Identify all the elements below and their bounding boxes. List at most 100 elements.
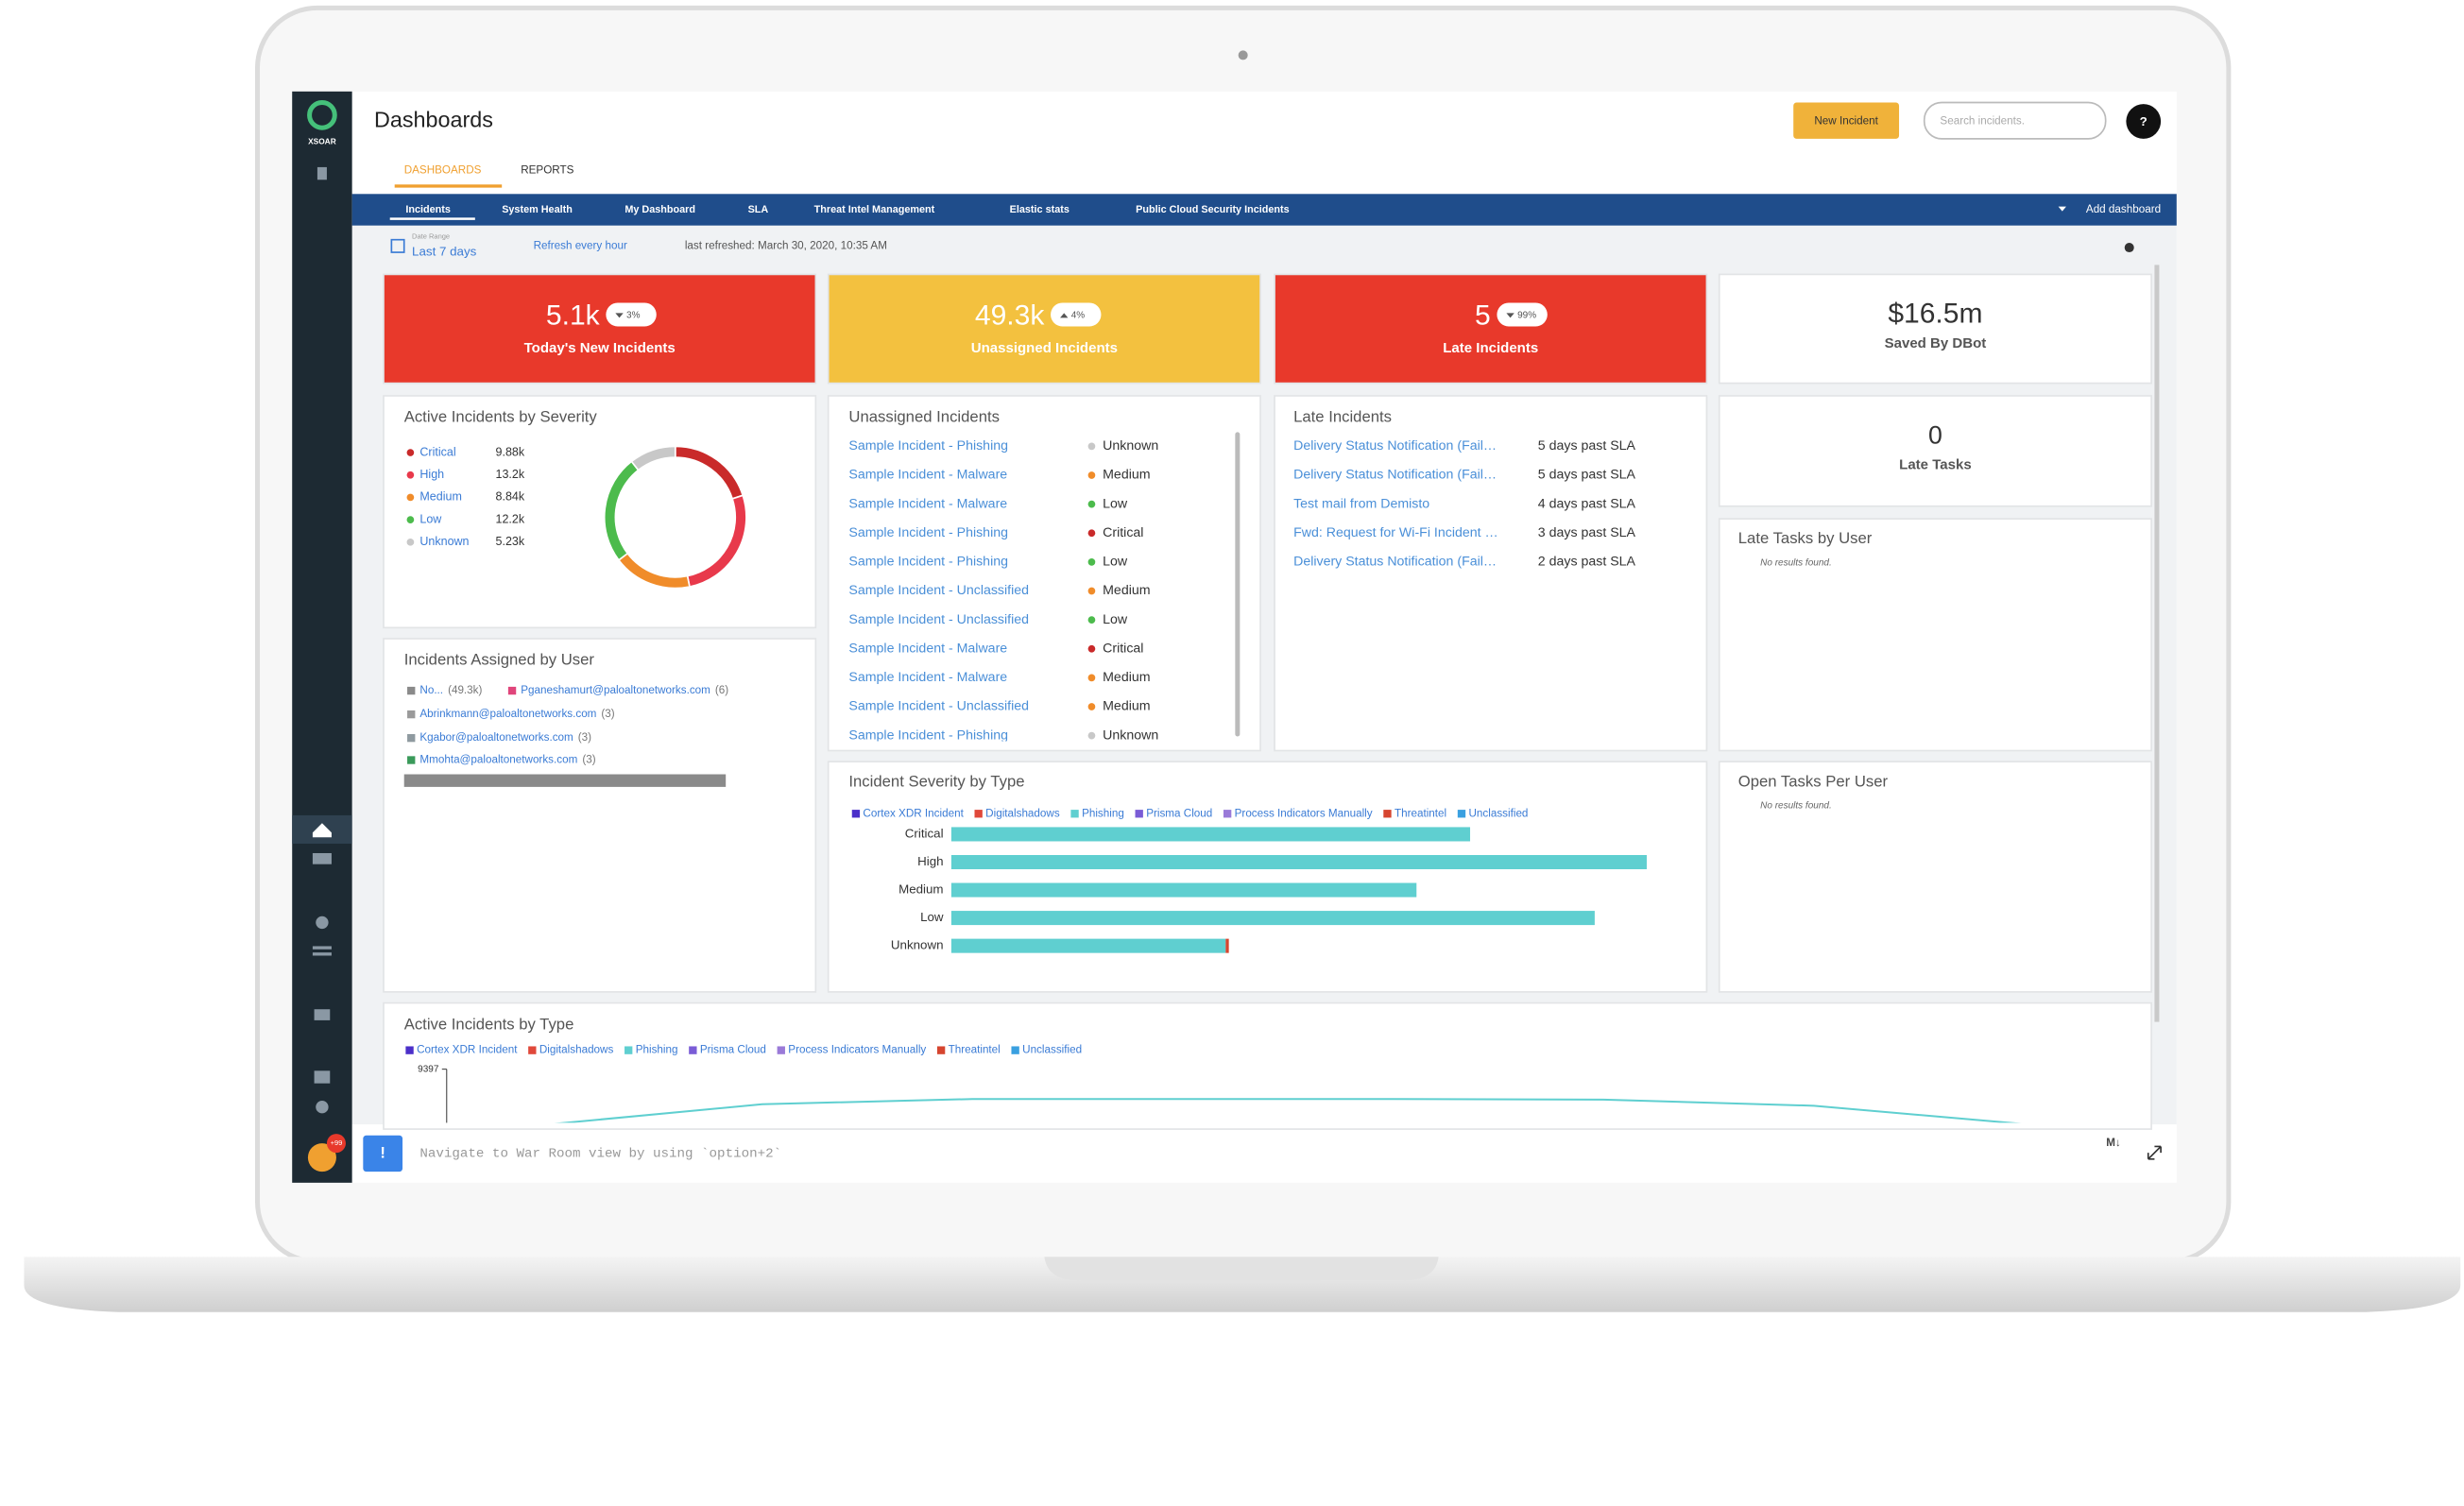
severity-dot <box>1087 674 1096 682</box>
legend-label: Unclassified <box>1469 807 1529 819</box>
widget <box>1718 273 2152 385</box>
dashboard-tabs <box>351 194 2177 226</box>
legend-label: Unclassified <box>1022 1044 1082 1056</box>
widget-title: Open Tasks Per User <box>1738 772 1889 790</box>
legend-swatch <box>851 810 861 818</box>
widget <box>1718 518 2152 752</box>
search-box[interactable] <box>1923 101 2107 140</box>
incident-link[interactable]: Delivery Status Notification (Fail… <box>1293 468 1497 483</box>
stat-label: Unassigned Incidents <box>971 340 1118 356</box>
severity: Critical <box>1103 525 1143 540</box>
incident-link[interactable]: Sample Incident - Malware <box>848 670 1007 685</box>
late-tasks-label: Late Tasks <box>1899 456 1972 472</box>
legend-value: 13.2k <box>496 468 525 481</box>
dashboard-tab[interactable]: Public Cloud Security Incidents <box>1136 204 1289 215</box>
incident-link[interactable]: Delivery Status Notification (Fail… <box>1293 438 1497 454</box>
legend-swatch <box>936 1046 946 1054</box>
tab[interactable]: DASHBOARDS <box>404 163 482 176</box>
dashboard-tab[interactable]: Incidents <box>405 204 451 215</box>
widget <box>1718 395 2152 507</box>
incident-link[interactable]: Fwd: Request for Wi-Fi Incident … <box>1293 525 1498 540</box>
legend-swatch <box>1223 810 1232 818</box>
severity: Medium <box>1103 670 1150 685</box>
add-dashboard[interactable]: Add dashboard <box>2086 203 2161 215</box>
help-button[interactable] <box>2126 104 2162 139</box>
legend-dot <box>406 493 415 502</box>
change-value: 4% <box>1071 310 1086 320</box>
widget <box>827 395 1261 752</box>
incident-link[interactable]: Sample Incident - Phishing <box>848 727 1008 743</box>
legend-label: Process Indicators Manually <box>1235 807 1373 819</box>
legend-label: Medium <box>419 490 461 504</box>
legend-label: Critical <box>419 445 455 458</box>
plot <box>555 1098 2021 1123</box>
sla: 5 days past SLA <box>1538 438 1636 454</box>
severity: Low <box>1103 555 1128 570</box>
stat-value: 49.3k <box>975 299 1045 331</box>
refresh[interactable]: Refresh every hour <box>534 239 627 251</box>
severity-dot <box>1087 703 1096 710</box>
dashboard-tab[interactable]: SLA <box>748 204 769 215</box>
legend-label: Mmohta@paloaltonetworks.com <box>419 754 577 766</box>
incident-link[interactable]: Sample Incident - Malware <box>848 468 1007 483</box>
stat-value: $16.5m <box>1888 299 1982 330</box>
legend-label: High <box>419 468 444 481</box>
legend-label: Prisma Cloud <box>1146 807 1212 819</box>
markdown-toggle[interactable]: M↓ <box>2106 1137 2121 1149</box>
legend-value: 5.23k <box>496 535 525 548</box>
stat-label: Late Incidents <box>1443 340 1538 356</box>
empty-message: No results found. <box>1760 801 1832 812</box>
incident-link[interactable]: Sample Incident - Phishing <box>848 438 1008 454</box>
widget-title: Incident Severity by Type <box>848 772 1024 790</box>
legend-swatch <box>689 1046 697 1054</box>
incident-link[interactable]: Sample Incident - Unclassified <box>848 699 1029 714</box>
widget <box>827 273 1261 385</box>
incident-link[interactable]: Sample Incident - Malware <box>848 642 1007 657</box>
severity: Low <box>1103 612 1128 627</box>
legend-swatch <box>407 733 416 743</box>
widget <box>1718 761 2152 993</box>
incident-link[interactable]: Sample Incident - Unclassified <box>848 612 1029 627</box>
incident-link[interactable]: Delivery Status Notification (Fail… <box>1293 555 1497 570</box>
date-range-label: Date Range <box>412 231 450 240</box>
incident-link[interactable]: Sample Incident - Phishing <box>848 555 1008 570</box>
sidebar: XSOAR +99 <box>292 91 352 1183</box>
legend-dot <box>406 449 415 456</box>
dashboard-tab[interactable]: My Dashboard <box>625 204 695 215</box>
severity: Unknown <box>1103 727 1158 743</box>
legend-dot <box>406 516 415 523</box>
tab[interactable]: REPORTS <box>521 163 573 176</box>
widget <box>383 273 817 385</box>
header: Dashboards New Incident Search incidents… <box>374 101 2162 188</box>
severity-dot <box>1087 529 1096 538</box>
widget <box>1274 395 1708 752</box>
legend-dot <box>406 539 415 546</box>
bar <box>950 882 1417 898</box>
date-range[interactable]: Last 7 days <box>412 245 477 259</box>
legend-label: Unknown <box>419 535 469 548</box>
y-tick-label: Critical <box>905 826 944 840</box>
new-incident-button[interactable] <box>1793 102 1900 139</box>
dashboard-tab[interactable]: Elastic stats <box>1010 204 1069 215</box>
legend-label: Phishing <box>1082 807 1124 819</box>
war-room-input[interactable]: Navigate to War Room view by using `opti… <box>419 1147 781 1162</box>
war-room-icon[interactable] <box>363 1135 403 1172</box>
dashboard-tab[interactable]: Threat Intel Management <box>814 204 935 215</box>
widget <box>827 761 1708 993</box>
stat-label: Saved By DBot <box>1885 335 1987 351</box>
dashboard-tab[interactable]: System Health <box>502 204 573 215</box>
widget-title: Late Incidents <box>1293 408 1392 426</box>
bar <box>950 854 1647 870</box>
legend-swatch <box>507 686 517 695</box>
legend-swatch <box>1135 810 1143 818</box>
incident-link[interactable]: Test mail from Demisto <box>1293 496 1429 511</box>
incident-link[interactable]: Sample Incident - Phishing <box>848 525 1008 540</box>
incident-link[interactable]: Sample Incident - Unclassified <box>848 583 1029 598</box>
legend-value: 12.2k <box>496 512 525 525</box>
search-placeholder: Search incidents. <box>1940 115 2025 128</box>
severity: Low <box>1103 496 1128 511</box>
incident-link[interactable]: Sample Incident - Malware <box>848 496 1007 511</box>
severity: Critical <box>1103 642 1143 657</box>
legend-label: Prisma Cloud <box>700 1044 766 1056</box>
